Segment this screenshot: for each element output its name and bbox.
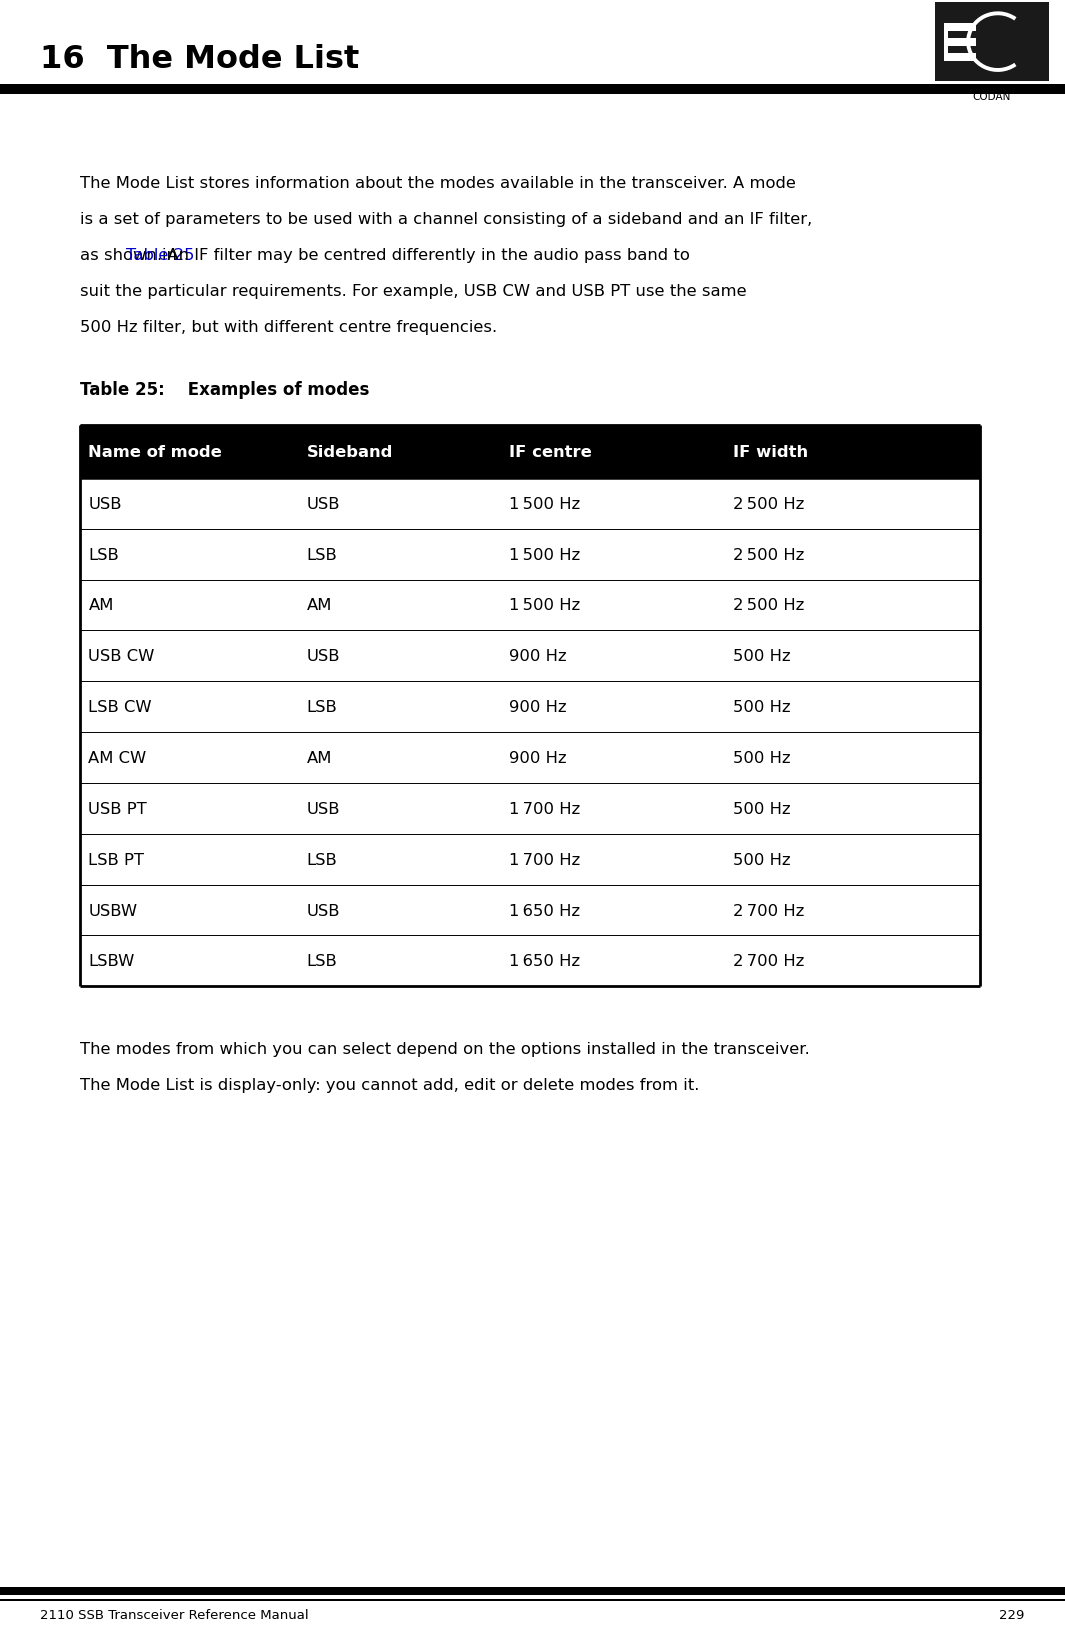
Text: USB: USB	[88, 497, 121, 511]
Text: 500 Hz filter, but with different centre frequencies.: 500 Hz filter, but with different centre…	[80, 320, 497, 336]
Text: 1 650 Hz: 1 650 Hz	[509, 903, 580, 918]
Text: 1 500 Hz: 1 500 Hz	[509, 547, 580, 562]
Text: LSB PT: LSB PT	[88, 852, 145, 867]
Text: 2 500 Hz: 2 500 Hz	[733, 598, 804, 613]
Text: IF width: IF width	[733, 444, 808, 461]
Text: 500 Hz: 500 Hz	[733, 801, 790, 816]
Bar	[80, 580, 980, 631]
Text: 1 650 Hz: 1 650 Hz	[509, 954, 580, 969]
Text: USB PT: USB PT	[88, 801, 147, 816]
Text: Table 25: Table 25	[127, 247, 195, 264]
Bar	[80, 783, 980, 834]
Text: USB: USB	[307, 497, 340, 511]
Text: 500 Hz: 500 Hz	[733, 852, 790, 867]
Bar	[0, 1587, 1065, 1595]
Text: 2 500 Hz: 2 500 Hz	[733, 497, 804, 511]
Text: AM: AM	[307, 751, 332, 765]
Text: as shown in: as shown in	[80, 247, 182, 264]
Text: 900 Hz: 900 Hz	[509, 649, 567, 664]
Bar	[80, 834, 980, 885]
Text: 2 500 Hz: 2 500 Hz	[733, 547, 804, 562]
Text: 1 500 Hz: 1 500 Hz	[509, 598, 580, 613]
Text: USB: USB	[307, 801, 340, 816]
Text: USB: USB	[307, 649, 340, 664]
Text: The Mode List stores information about the modes available in the transceiver. A: The Mode List stores information about t…	[80, 175, 796, 192]
Text: 2 700 Hz: 2 700 Hz	[733, 903, 804, 918]
Text: LSB: LSB	[307, 852, 338, 867]
Text: 2 700 Hz: 2 700 Hz	[733, 954, 804, 969]
Text: 900 Hz: 900 Hz	[509, 700, 567, 715]
Bar	[80, 682, 980, 733]
Text: 1 700 Hz: 1 700 Hz	[509, 801, 580, 816]
Text: 1 700 Hz: 1 700 Hz	[509, 852, 580, 867]
Bar	[945, 23, 948, 62]
Text: Sideband: Sideband	[307, 444, 393, 461]
Bar	[935, 3, 1049, 82]
Bar	[80, 733, 980, 783]
Text: 500 Hz: 500 Hz	[733, 751, 790, 765]
Text: 229: 229	[999, 1608, 1025, 1621]
Text: Table 25:    Examples of modes: Table 25: Examples of modes	[80, 382, 370, 398]
Text: LSB: LSB	[307, 954, 338, 969]
Text: 2110 SSB Transceiver Reference Manual: 2110 SSB Transceiver Reference Manual	[40, 1608, 309, 1621]
Text: 500 Hz: 500 Hz	[733, 649, 790, 664]
Text: AM CW: AM CW	[88, 751, 147, 765]
Text: USBW: USBW	[88, 903, 137, 918]
Text: IF centre: IF centre	[509, 444, 592, 461]
Text: The modes from which you can select depend on the options installed in the trans: The modes from which you can select depe…	[80, 1041, 809, 1057]
Text: LSB CW: LSB CW	[88, 700, 152, 715]
Text: 1 500 Hz: 1 500 Hz	[509, 497, 580, 511]
Text: LSB: LSB	[307, 547, 338, 562]
Text: LSBW: LSBW	[88, 954, 135, 969]
Bar	[945, 39, 977, 46]
Bar	[945, 23, 977, 31]
Text: 900 Hz: 900 Hz	[509, 751, 567, 765]
Text: Name of mode: Name of mode	[88, 444, 223, 461]
Text: LSB: LSB	[307, 700, 338, 715]
Text: AM: AM	[88, 598, 114, 613]
Bar	[80, 529, 980, 580]
Text: . An IF filter may be centred differently in the audio pass band to: . An IF filter may be centred differentl…	[158, 247, 690, 264]
Bar	[80, 631, 980, 682]
Bar	[80, 426, 980, 479]
Bar	[945, 54, 977, 62]
Text: 500 Hz: 500 Hz	[733, 700, 790, 715]
Bar	[80, 885, 980, 936]
Text: AM: AM	[307, 598, 332, 613]
Text: is a set of parameters to be used with a channel consisting of a sideband and an: is a set of parameters to be used with a…	[80, 211, 813, 228]
Text: USB: USB	[307, 903, 340, 918]
Bar	[0, 85, 1065, 95]
Text: CODAN: CODAN	[972, 92, 1012, 102]
Text: suit the particular requirements. For example, USB CW and USB PT use the same: suit the particular requirements. For ex…	[80, 284, 747, 300]
Text: LSB: LSB	[88, 547, 119, 562]
Bar	[80, 479, 980, 529]
Text: USB CW: USB CW	[88, 649, 154, 664]
Bar	[80, 936, 980, 987]
Text: 16  The Mode List: 16 The Mode List	[40, 44, 360, 74]
Bar	[0, 1600, 1065, 1601]
Text: The Mode List is display-only: you cannot add, edit or delete modes from it.: The Mode List is display-only: you canno…	[80, 1077, 700, 1093]
